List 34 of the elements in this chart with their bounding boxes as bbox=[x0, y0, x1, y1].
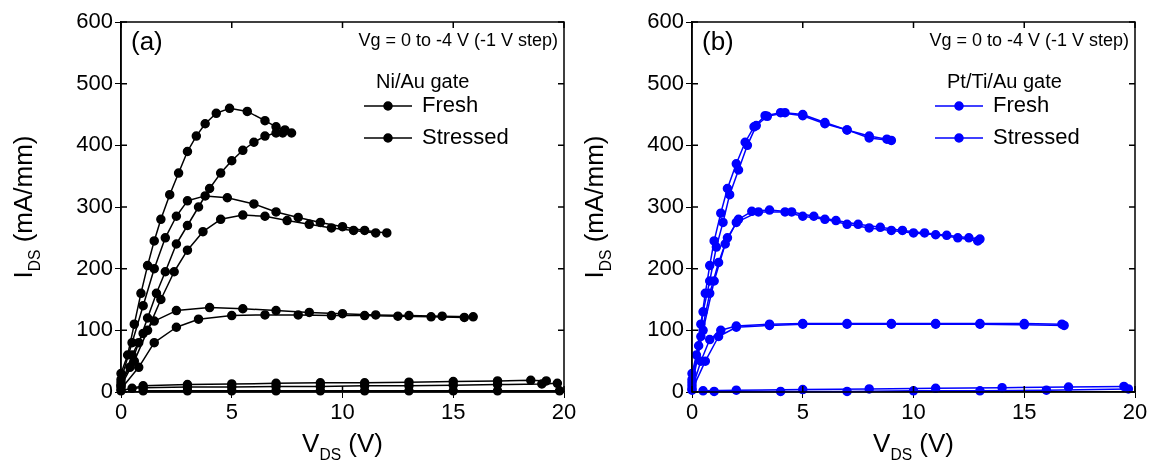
y-tick-label: 100 bbox=[647, 316, 684, 342]
x-tick-label: 15 bbox=[441, 399, 466, 425]
legend-label: Fresh bbox=[422, 92, 479, 118]
annotation: (b) bbox=[702, 26, 734, 57]
legend-label: Stressed bbox=[993, 124, 1080, 150]
legend-label: Fresh bbox=[993, 92, 1050, 118]
y-tick-label: 600 bbox=[647, 8, 684, 34]
y-axis-title: IDS (mA/mm) bbox=[8, 135, 43, 279]
y-tick-label: 300 bbox=[647, 193, 684, 219]
y-tick-label: 400 bbox=[647, 131, 684, 157]
y-tick-label: 300 bbox=[76, 193, 113, 219]
y-tick-label: 0 bbox=[671, 378, 684, 404]
annotation: Vg = 0 to -4 V (-1 V step) bbox=[358, 29, 558, 50]
y-tick-label: 500 bbox=[76, 69, 113, 95]
y-tick-label: 400 bbox=[76, 131, 113, 157]
x-tick-label: 15 bbox=[1012, 399, 1037, 425]
y-tick-label: 600 bbox=[76, 8, 113, 34]
y-axis-title: IDS (mA/mm) bbox=[579, 135, 614, 279]
y-tick-label: 500 bbox=[647, 69, 684, 95]
x-tick-label: 10 bbox=[901, 399, 926, 425]
y-tick-label: 0 bbox=[100, 378, 113, 404]
annotation: Vg = 0 to -4 V (-1 V step) bbox=[929, 29, 1129, 50]
x-tick-label: 20 bbox=[1122, 399, 1148, 425]
y-tick-label: 100 bbox=[76, 316, 113, 342]
y-tick-label: 200 bbox=[76, 254, 113, 280]
annotation: (a) bbox=[131, 26, 163, 57]
x-tick-label: 20 bbox=[551, 399, 577, 425]
legend-title: Ni/Au gate bbox=[376, 69, 470, 92]
x-tick-label: 10 bbox=[330, 399, 355, 425]
legend-title: Pt/Ti/Au gate bbox=[947, 69, 1062, 92]
legend-label: Stressed bbox=[422, 124, 509, 150]
y-tick-label: 200 bbox=[647, 254, 684, 280]
x-tick-label: 5 bbox=[796, 399, 809, 425]
x-tick-label: 5 bbox=[225, 399, 238, 425]
